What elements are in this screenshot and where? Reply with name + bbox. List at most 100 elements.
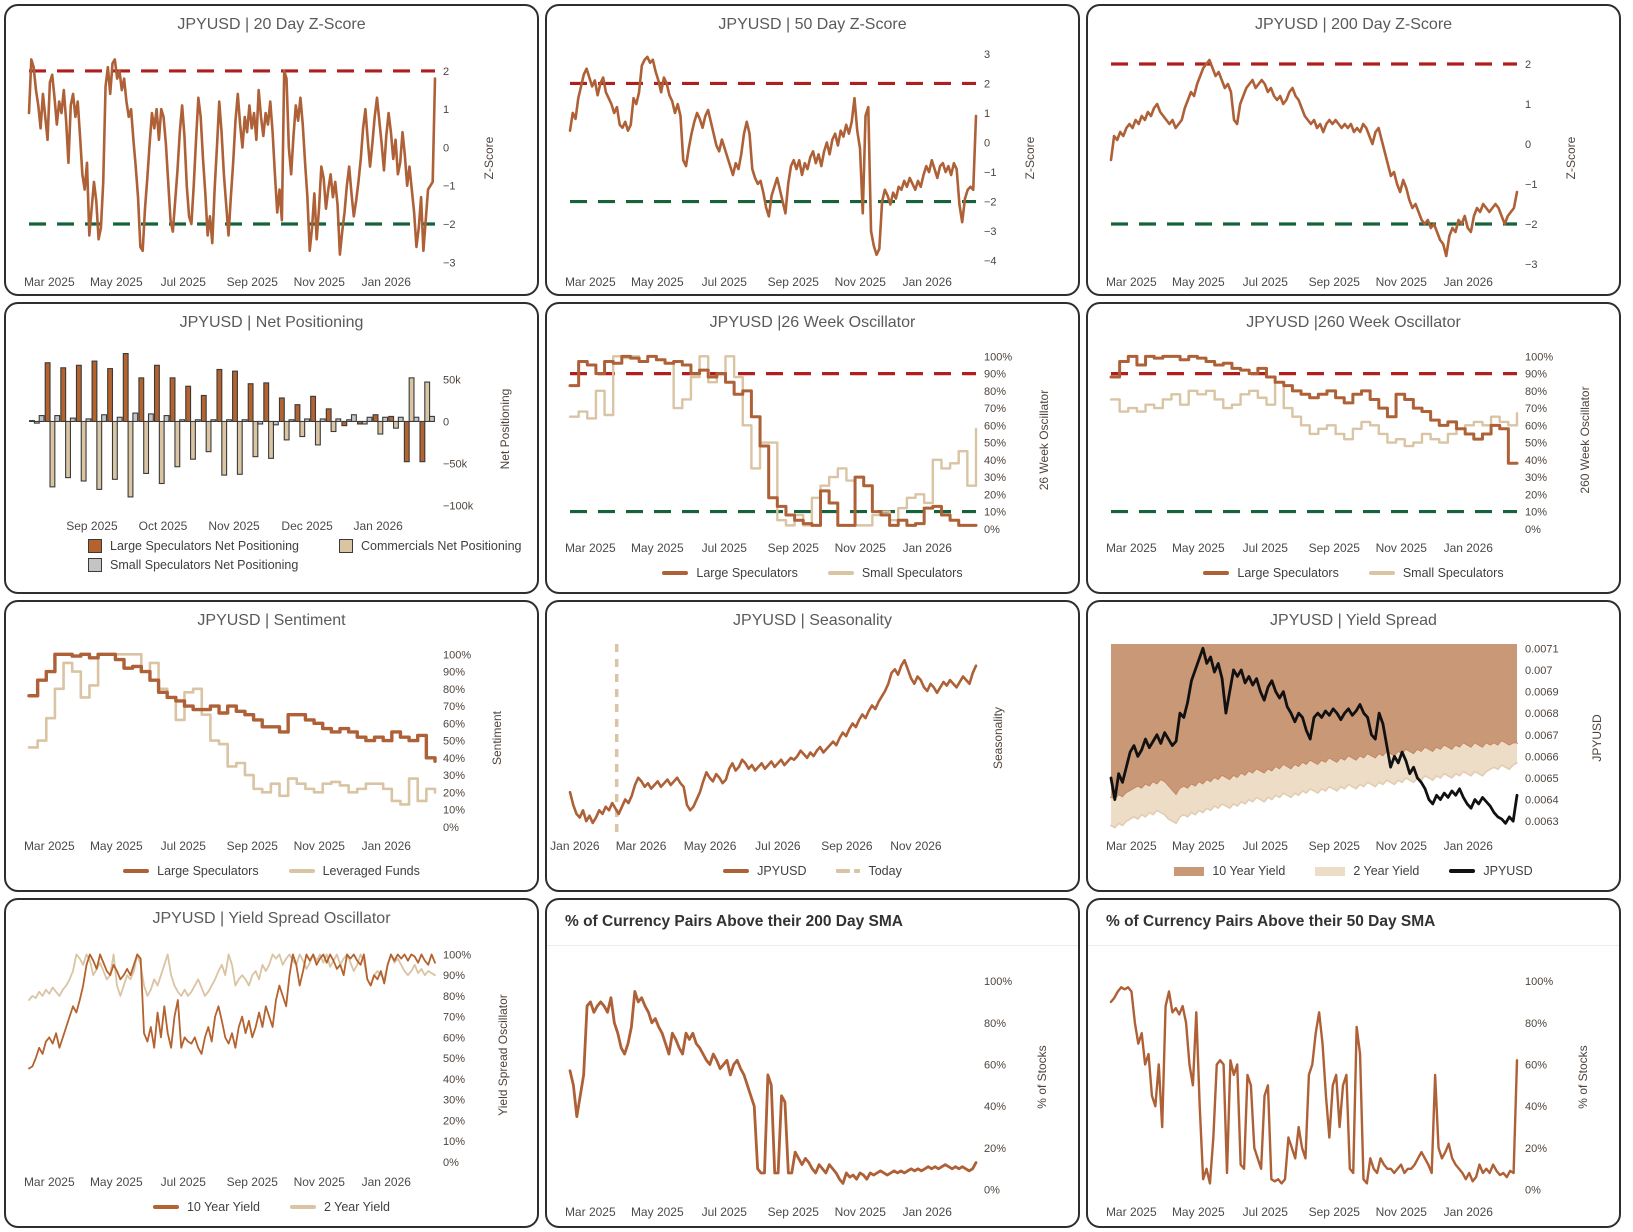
svg-text:0.0069: 0.0069 (1525, 687, 1559, 699)
svg-text:70%: 70% (443, 701, 465, 713)
svg-text:0%: 0% (443, 822, 459, 834)
svg-text:0.0063: 0.0063 (1525, 816, 1559, 828)
oscillator-260w-chart: 100% 90% 80% 70% 60% 50% 40% 30% 20% 10% 0% 260 Wee… (1106, 351, 1592, 555)
legend-label: 2 Year Yield (1353, 864, 1420, 878)
svg-text:May 2025: May 2025 (631, 541, 684, 555)
svg-text:Jul 2025: Jul 2025 (1243, 541, 1289, 555)
svg-text:Mar 2025: Mar 2025 (24, 275, 75, 289)
svg-text:Jan 2026: Jan 2026 (1444, 541, 1494, 555)
svg-text:0.0065: 0.0065 (1525, 773, 1559, 785)
zscore-20d-chart: 2 1 0 −1 −2 −3 Z-Score Mar 2025 May 2025 Jul 2025… (24, 58, 496, 289)
svg-text:1: 1 (984, 108, 990, 120)
svg-text:Jul 2025: Jul 2025 (1243, 839, 1289, 853)
svg-text:Mar 2026: Mar 2026 (616, 839, 667, 853)
svg-text:Sep 2025: Sep 2025 (768, 541, 820, 555)
svg-text:Nov 2025: Nov 2025 (294, 275, 346, 289)
svg-text:3: 3 (984, 49, 990, 61)
pct-above-200d-sma-chart: 100% 80% 60% 40% 20% 0% % of Stocks Mar 2025 May… (565, 976, 1049, 1219)
svg-text:0: 0 (1525, 139, 1531, 151)
legend-label: JPYUSD (757, 864, 807, 878)
svg-text:Sep 2025: Sep 2025 (1309, 1205, 1361, 1219)
legend-label: 2 Year Yield (323, 1200, 391, 1214)
legend-item[interactable]: Small Speculators (827, 566, 963, 580)
legend-label: Small Speculators (861, 566, 963, 580)
legend-label: 10 Year Yield (1212, 864, 1286, 878)
svg-text:−3: −3 (443, 257, 456, 269)
legend-item[interactable]: Today (836, 864, 902, 878)
svg-text:Mar 2025: Mar 2025 (1106, 541, 1157, 555)
legend-item[interactable]: 2 Year Yield (289, 1200, 391, 1214)
svg-text:60%: 60% (443, 1032, 465, 1044)
legend-item[interactable]: Large Speculators (662, 566, 798, 580)
legend-item[interactable]: 10 Year Yield (1174, 864, 1285, 878)
chart-card-200d-zscore: JPYUSD | 200 Day Z-Score 2 1 0 −1 −2 −3 Z-Scor… (1086, 4, 1621, 296)
svg-text:Jul 2025: Jul 2025 (702, 1205, 748, 1219)
yield-spread-oscillator-chart: 100% 90% 80% 70% 60% 50% 40% 30% 20% 10% 0% Yield S… (24, 949, 510, 1189)
chart-card-26w-oscillator: JPYUSD |26 Week Oscillator 100% 90% 80% 70%… (545, 302, 1080, 594)
legend-item[interactable]: 10 Year Yield (152, 1200, 260, 1214)
legend-item[interactable]: Small Speculators (1368, 566, 1504, 580)
legend-item[interactable]: Small Speculators Net Positioning (88, 558, 298, 572)
legend-item[interactable]: Large Speculators Net Positioning (88, 539, 299, 553)
legend-label: Today (868, 864, 902, 878)
chart-title: % of Currency Pairs Above their 50 Day S… (1088, 900, 1619, 946)
svg-text:Oct 2025: Oct 2025 (139, 519, 188, 533)
svg-text:30%: 30% (443, 770, 465, 782)
svg-text:100%: 100% (443, 949, 471, 961)
svg-text:Seasonality: Seasonality (991, 707, 1005, 769)
svg-text:Sentiment: Sentiment (490, 710, 504, 765)
legend-item[interactable]: Commercials Net Positioning (339, 539, 522, 553)
svg-text:Sep 2025: Sep 2025 (768, 1205, 820, 1219)
svg-text:0%: 0% (443, 1157, 459, 1169)
legend-label: 10 Year Yield (186, 1200, 260, 1214)
svg-text:−2: −2 (443, 219, 456, 231)
svg-text:Nov 2026: Nov 2026 (890, 839, 942, 853)
legend-item[interactable]: Leveraged Funds (288, 864, 420, 878)
legend-item[interactable]: JPYUSD (723, 864, 806, 878)
svg-text:Dec 2025: Dec 2025 (281, 519, 333, 533)
svg-text:Yield Spread Oscillator: Yield Spread Oscillator (496, 994, 510, 1116)
svg-text:80%: 80% (984, 1018, 1006, 1030)
chart-title: % of Currency Pairs Above their 200 Day … (547, 900, 1078, 946)
svg-text:260 Week Oscillator: 260 Week Oscillator (1578, 386, 1592, 493)
svg-text:50k: 50k (443, 375, 461, 387)
legend-label: Leveraged Funds (322, 864, 420, 878)
svg-text:May 2025: May 2025 (1172, 839, 1225, 853)
svg-text:100%: 100% (984, 351, 1012, 363)
chart-card-260w-oscillator: JPYUSD |260 Week Oscillator 100% 90% 80% 70… (1086, 302, 1621, 594)
legend: Large Speculators Small Speculators (547, 560, 1078, 592)
svg-text:−3: −3 (1525, 259, 1538, 271)
chart-card-seasonality: JPYUSD | Seasonality Seasonality Jan 2026… (545, 600, 1080, 892)
sentiment-chart: 100% 90% 80% 70% 60% 50% 40% 30% 20% 10% 0% Sentime… (24, 649, 504, 853)
svg-text:Nov 2025: Nov 2025 (835, 1205, 887, 1219)
svg-text:Jan 2026: Jan 2026 (362, 1175, 412, 1189)
chart-title: JPYUSD | 20 Day Z-Score (177, 16, 366, 33)
svg-text:Z-Score: Z-Score (1023, 136, 1037, 179)
svg-text:100%: 100% (984, 976, 1012, 988)
svg-text:0%: 0% (984, 1185, 1000, 1197)
legend-label: JPYUSD (1483, 864, 1533, 878)
svg-text:Mar 2025: Mar 2025 (1106, 275, 1157, 289)
svg-text:30%: 30% (1525, 472, 1547, 484)
legend-item[interactable]: Large Speculators (1203, 566, 1339, 580)
legend-item[interactable]: 2 Year Yield (1315, 864, 1419, 878)
svg-text:May 2025: May 2025 (631, 1205, 684, 1219)
legend-square-swatch-icon (88, 558, 102, 572)
svg-text:0: 0 (984, 137, 990, 149)
chart-title: JPYUSD | 50 Day Z-Score (718, 16, 907, 33)
svg-text:20%: 20% (984, 489, 1006, 501)
legend-line-swatch-icon (289, 1205, 316, 1209)
legend-item[interactable]: JPYUSD (1449, 864, 1533, 878)
svg-text:40%: 40% (443, 1074, 465, 1086)
svg-text:Z-Score: Z-Score (482, 136, 496, 179)
svg-text:0%: 0% (984, 524, 1000, 536)
svg-text:Jul 2025: Jul 2025 (161, 839, 207, 853)
svg-text:Jan 2026: Jan 2026 (362, 839, 412, 853)
chart-card-50d-zscore: JPYUSD | 50 Day Z-Score 3 2 1 0 −1 −2 −3 −4 Z-Sc… (545, 4, 1080, 296)
svg-text:20%: 20% (443, 1115, 465, 1127)
pct-above-50d-sma-chart: 100% 80% 60% 40% 20% 0% % of Stocks Mar 2025 May… (1106, 976, 1590, 1219)
legend-item[interactable]: Large Speculators (123, 864, 259, 878)
svg-text:Z-Score: Z-Score (1564, 136, 1578, 179)
svg-text:−100k: −100k (443, 500, 474, 512)
